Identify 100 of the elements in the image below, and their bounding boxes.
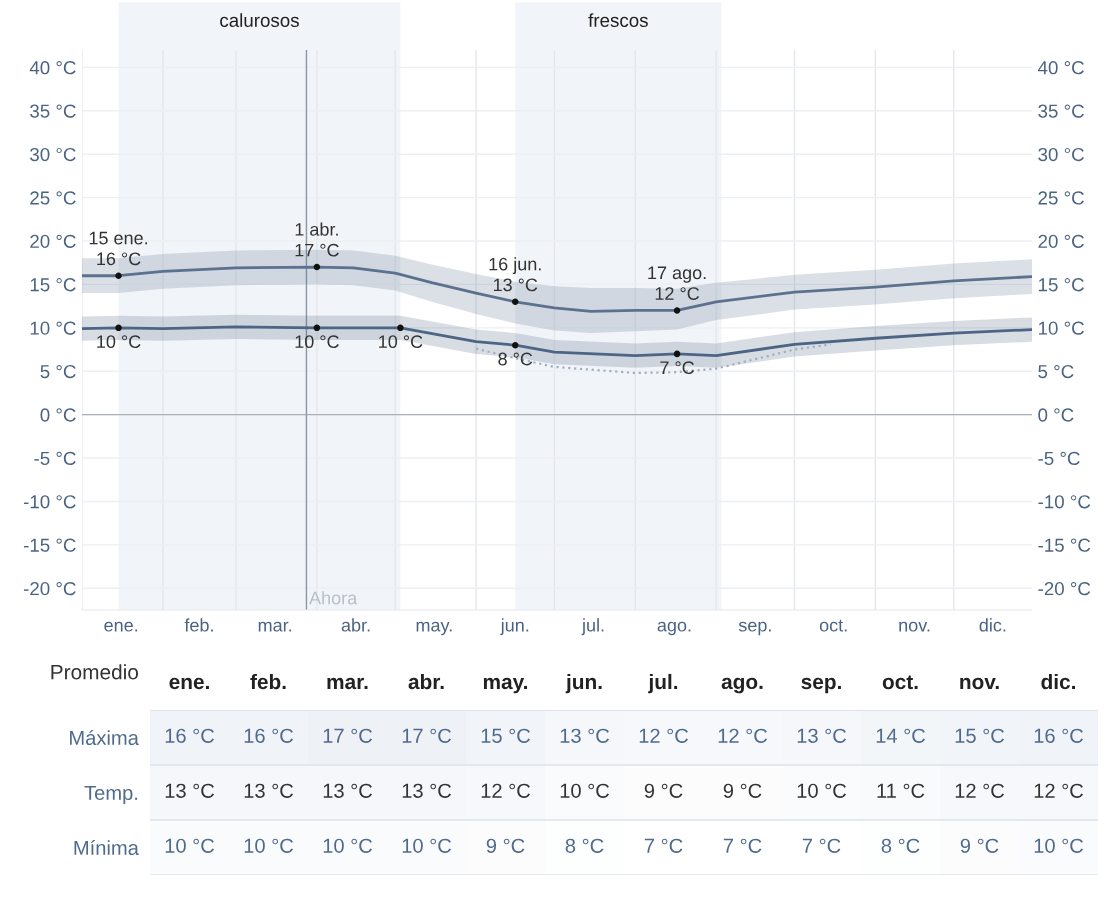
data-label: 10 °C xyxy=(560,783,610,798)
y2-tick-label: -15 °C xyxy=(1038,538,1091,552)
data-label: 10 °C xyxy=(165,838,215,853)
data-label: 16 °C xyxy=(1034,728,1084,743)
y2-tick-label: 35 °C xyxy=(1038,104,1084,118)
y-tick-label: 20 °C xyxy=(30,234,76,248)
point xyxy=(673,350,681,358)
data-label: 9 °C xyxy=(644,783,683,798)
y2-tick-label: 40 °C xyxy=(1037,61,1084,75)
line-series xyxy=(474,343,833,375)
y-tick-label: Máxima xyxy=(70,729,139,745)
data-label: 13 °C xyxy=(244,783,294,798)
point xyxy=(115,272,122,279)
y-tick-label: -5 °C xyxy=(34,451,76,466)
chart-title: Promedio xyxy=(51,664,139,680)
x-tick-label: mar. xyxy=(258,621,292,632)
point xyxy=(313,324,321,332)
data-label: 14 °C xyxy=(876,728,926,743)
x-tick-label: feb. xyxy=(250,673,286,690)
x-tick-label: abr. xyxy=(341,618,370,632)
data-label: 17 °C xyxy=(402,728,452,743)
x-tick-label: ene. xyxy=(169,677,209,690)
data-label: 11 °C xyxy=(877,783,925,798)
x-tick-label: ago. xyxy=(721,677,763,694)
data-label: 10 °C xyxy=(797,783,847,798)
data-label: 13 °C xyxy=(323,783,373,798)
data-label: 10 °C xyxy=(323,838,373,853)
ref-line-label: Ahora xyxy=(309,591,358,605)
x-tick-label: jul. xyxy=(648,673,678,694)
y-tick-label: -10 °C xyxy=(23,495,76,509)
data-label: 10 °C xyxy=(244,838,294,853)
annotation: 17 ago. 12 °C xyxy=(648,266,706,300)
data-label: 15 °C xyxy=(955,728,1005,743)
data-label: 13 °C xyxy=(797,728,847,743)
x-tick-label: feb. xyxy=(184,618,213,632)
y-tick-label: -15 °C xyxy=(23,538,76,552)
x-tick-label: nov. xyxy=(960,677,999,690)
y-tick-label: 35 °C xyxy=(30,104,76,118)
data-label: 17 °C xyxy=(323,728,373,743)
annotation: 15 ene. 16 °C xyxy=(89,231,148,266)
x-tick-label: jul. xyxy=(581,618,604,636)
x-tick-label: nov. xyxy=(899,621,930,632)
y-tick-label: 15 °C xyxy=(30,278,76,292)
data-label: 9 °C xyxy=(960,838,999,853)
annotation: 7 °C xyxy=(660,361,695,375)
annotation: 1 abr. 17 °C xyxy=(295,222,339,257)
data-label: 7 °C xyxy=(644,838,683,853)
x-tick-label: dic. xyxy=(979,618,1006,632)
x-tick-label: oct. xyxy=(882,675,918,690)
x-tick-label: sep. xyxy=(801,677,841,694)
data-label: 13 °C xyxy=(402,783,452,798)
annotation: 8 °C xyxy=(498,352,533,366)
data-label: 12 °C xyxy=(481,783,531,798)
data-label: 16 °C xyxy=(244,728,294,743)
data-label: 13 °C xyxy=(560,728,610,743)
data-label: 10 °C xyxy=(1034,838,1084,853)
y-tick-label: 10 °C xyxy=(30,321,76,335)
data-label: 9 °C xyxy=(486,838,525,853)
data-label: 15 °C xyxy=(481,728,531,743)
data-label: 8 °C xyxy=(565,838,604,853)
x-tick-label: ago. xyxy=(657,621,691,636)
y2-tick-label: 25 °C xyxy=(1038,191,1084,205)
data-label: 7 °C xyxy=(802,838,841,853)
y-tick-label: 0 °C xyxy=(40,408,76,422)
band-label: calurosos xyxy=(220,13,299,28)
data-label: 12 °C xyxy=(639,728,689,743)
point xyxy=(397,324,404,332)
point xyxy=(673,307,681,314)
y2-tick-label: -10 °C xyxy=(1038,495,1091,509)
y2-tick-label: 20 °C xyxy=(1038,234,1084,248)
y2-tick-label: -20 °C xyxy=(1038,582,1091,596)
y2-tick-label: 15 °C xyxy=(1038,278,1084,292)
point xyxy=(313,263,321,271)
y-tick-label: Mínima xyxy=(74,839,139,855)
y2-tick-label: 30 °C xyxy=(1038,147,1084,162)
point xyxy=(511,341,519,349)
data-label: 12 °C xyxy=(718,728,768,743)
y2-tick-label: 0 °C xyxy=(1038,408,1074,422)
y-tick-label: 25 °C xyxy=(30,191,76,205)
band-label: frescos xyxy=(588,13,648,28)
x-tick-label: sep. xyxy=(738,621,771,636)
point xyxy=(115,324,122,332)
data-label: 8 °C xyxy=(881,838,920,853)
x-tick-label: abr. xyxy=(408,673,444,690)
y2-tick-label: -5 °C xyxy=(1038,451,1080,466)
y2-tick-label: 5 °C xyxy=(1038,364,1074,379)
x-tick-label: jun. xyxy=(500,618,529,636)
x-tick-label: jun. xyxy=(565,673,602,694)
y-tick-label: Temp. xyxy=(84,785,138,804)
annotation: 10 °C xyxy=(379,335,423,349)
x-tick-label: may. xyxy=(416,621,452,636)
annotation: 10 °C xyxy=(295,335,339,349)
data-label: 16 °C xyxy=(165,728,215,743)
y2-tick-label: 10 °C xyxy=(1038,321,1084,335)
annotation: 16 jun. 13 °C xyxy=(489,257,541,292)
y-tick-label: 30 °C xyxy=(30,147,76,162)
x-tick-label: dic. xyxy=(1041,673,1076,690)
data-label: 9 °C xyxy=(723,783,762,798)
point xyxy=(511,298,519,306)
data-label: 10 °C xyxy=(402,838,452,853)
